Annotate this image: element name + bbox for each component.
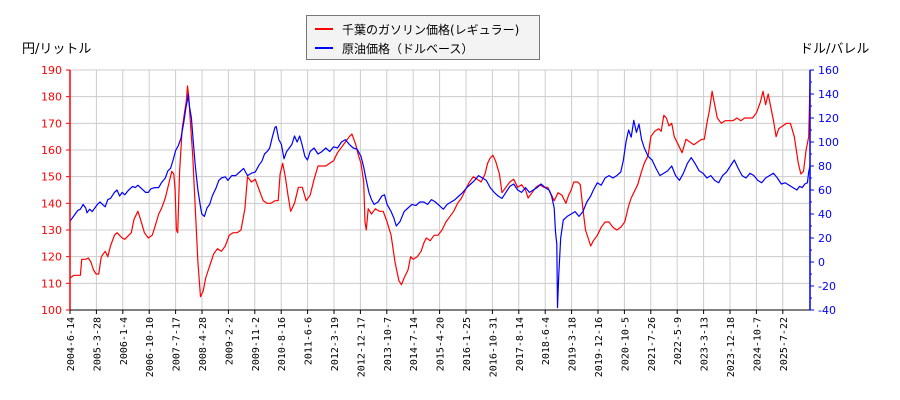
right-tick-label: 100 bbox=[818, 136, 839, 149]
legend-item-crude-oil: 原油価格（ドルベース） bbox=[315, 39, 473, 57]
left-y-axis: 100 110 120 130 140 150 160 170 180 190 bbox=[41, 64, 71, 317]
x-tick-label: 2006-1-4 bbox=[119, 317, 130, 365]
x-tick-label: 2023-3-13 bbox=[700, 317, 711, 371]
right-tick-label: 40 bbox=[818, 208, 832, 221]
right-axis-title: ドル/バレル bbox=[800, 42, 870, 57]
x-tick-label: 2012-12-17 bbox=[356, 317, 367, 377]
legend-swatch-red bbox=[315, 28, 333, 30]
left-tick-label: 100 bbox=[41, 304, 62, 317]
left-tick-label: 190 bbox=[41, 64, 62, 77]
x-tick-label: 2005-3-28 bbox=[92, 317, 103, 371]
x-tick-label: 2007-7-17 bbox=[172, 317, 183, 371]
legend-label: 千葉のガソリン価格(レギュラー) bbox=[342, 22, 520, 37]
right-tick-label: 0 bbox=[818, 256, 825, 269]
x-tick-label: 2016-1-25 bbox=[462, 317, 473, 371]
legend-label: 原油価格（ドルベース） bbox=[342, 41, 474, 56]
left-tick-label: 120 bbox=[41, 251, 62, 264]
left-axis-title: 円/リットル bbox=[22, 42, 92, 57]
left-tick-label: 160 bbox=[41, 144, 62, 157]
series-layer bbox=[69, 83, 811, 309]
right-y-axis: -40 -20 0 20 40 60 80 100 120 140 160 bbox=[809, 64, 839, 317]
right-tick-label: 80 bbox=[818, 160, 832, 173]
right-tick-label: 20 bbox=[818, 232, 832, 245]
right-tick-label: -20 bbox=[818, 280, 836, 293]
x-axis: 2004-6-14 2005-3-28 2006-1-4 2006-10-10 2007… bbox=[66, 309, 810, 377]
x-tick-label: 2022-5-9 bbox=[673, 317, 684, 365]
x-tick-label: 2009-11-2 bbox=[251, 317, 262, 371]
x-tick-label: 2015-4-20 bbox=[436, 317, 447, 371]
legend: 千葉のガソリン価格(レギュラー) 原油価格（ドルベース） bbox=[306, 15, 540, 60]
x-tick-label: 2024-10-7 bbox=[752, 317, 763, 371]
x-tick-label: 2019-3-18 bbox=[568, 317, 579, 371]
right-tick-label: -40 bbox=[818, 304, 836, 317]
right-tick-label: 120 bbox=[818, 112, 839, 125]
legend-swatch-blue bbox=[315, 47, 333, 49]
x-tick-label: 2014-7-14 bbox=[409, 317, 420, 371]
x-tick-label: 2009-2-2 bbox=[224, 317, 235, 365]
x-tick-label: 2018-6-4 bbox=[541, 317, 552, 365]
x-tick-label: 2010-8-16 bbox=[277, 317, 288, 371]
x-tick-label: 2004-6-14 bbox=[66, 317, 77, 371]
x-tick-label: 2023-12-18 bbox=[726, 317, 737, 377]
left-tick-label: 110 bbox=[41, 277, 62, 290]
x-tick-label: 2008-4-28 bbox=[198, 317, 209, 371]
x-tick-label: 2019-12-16 bbox=[594, 317, 605, 377]
x-tick-label: 2013-10-7 bbox=[383, 317, 394, 371]
right-tick-label: 60 bbox=[818, 184, 832, 197]
left-tick-label: 180 bbox=[41, 91, 62, 104]
gridlines bbox=[69, 69, 810, 311]
x-tick-label: 2011-6-6 bbox=[304, 317, 315, 365]
x-tick-label: 2020-10-5 bbox=[620, 317, 631, 371]
left-tick-label: 130 bbox=[41, 224, 62, 237]
left-tick-label: 140 bbox=[41, 197, 62, 210]
x-tick-label: 2006-10-10 bbox=[145, 317, 156, 377]
right-tick-label: 160 bbox=[818, 64, 839, 77]
crude-oil-price-line bbox=[69, 93, 811, 309]
x-tick-label: 2017-8-14 bbox=[515, 317, 526, 371]
x-tick-label: 2016-10-31 bbox=[488, 317, 499, 377]
right-tick-label: 140 bbox=[818, 88, 839, 101]
x-tick-label: 2012-3-19 bbox=[330, 317, 341, 371]
legend-item-gasoline: 千葉のガソリン価格(レギュラー) bbox=[315, 20, 519, 38]
x-tick-label: 2025-7-22 bbox=[779, 317, 790, 371]
x-tick-label: 2021-7-26 bbox=[647, 317, 658, 371]
left-tick-label: 150 bbox=[41, 171, 62, 184]
left-tick-label: 170 bbox=[41, 117, 62, 130]
